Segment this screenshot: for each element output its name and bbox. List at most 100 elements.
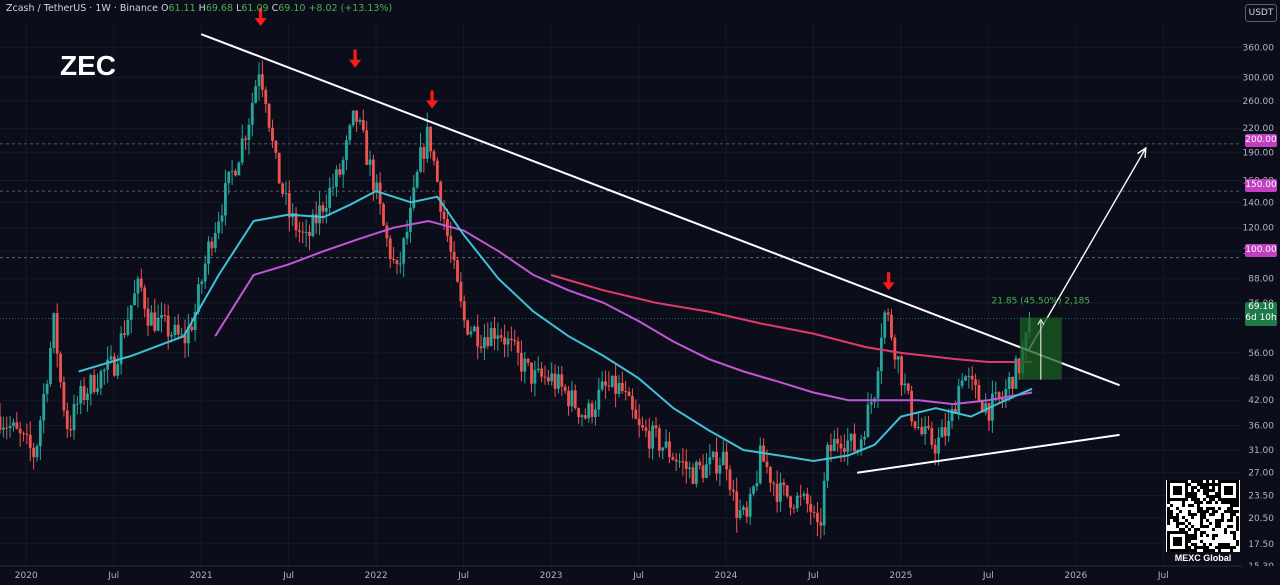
qr-module — [1200, 510, 1203, 513]
candle-body-191 — [641, 425, 644, 428]
qr-module — [1170, 549, 1173, 552]
candle-body-54 — [180, 334, 184, 336]
candle-body-287 — [964, 376, 967, 381]
qr-module — [1212, 489, 1215, 492]
candle-body-55 — [183, 334, 187, 344]
candle-body-138 — [462, 301, 466, 321]
qr-module — [1212, 528, 1215, 531]
price-tick-2: 260.00 — [1243, 97, 1275, 107]
candle-body-161 — [540, 368, 544, 377]
qr-module — [1170, 480, 1173, 483]
price-tick-17: 23.50 — [1248, 492, 1274, 502]
qr-module — [1221, 513, 1224, 516]
candle-body-82 — [274, 140, 278, 153]
measure-label: 21.85 (45.50%) 2,185 — [992, 297, 1091, 307]
qr-module — [1176, 522, 1179, 525]
candle-body-159 — [533, 370, 537, 384]
qr-module — [1230, 489, 1233, 492]
qr-module — [1194, 543, 1197, 546]
candle-body-217 — [728, 469, 732, 490]
qr-module — [1194, 495, 1197, 498]
last-price-tag: 69.10 6d 10h — [1245, 302, 1277, 326]
qr-module — [1209, 513, 1212, 516]
qr-module — [1236, 486, 1239, 489]
qr-module — [1227, 525, 1230, 528]
candle-body-13 — [42, 393, 46, 421]
currency-button[interactable]: USDT — [1245, 4, 1277, 22]
candle-body-85 — [284, 193, 288, 195]
qr-module — [1179, 498, 1182, 501]
drawings-layer[interactable] — [200, 33, 1147, 474]
candle-body-208 — [698, 461, 702, 466]
candle-body-237 — [795, 495, 799, 509]
candle-body-148 — [496, 335, 500, 339]
candle-body-5 — [15, 422, 19, 429]
candle-body-292 — [980, 400, 984, 413]
qr-module — [1197, 504, 1200, 507]
level-tag-100: 100.00 — [1245, 244, 1277, 257]
time-axis[interactable]: 2020 Jul 2021 Jul 2022 Jul 2023 Jul 2024 Jul 2025 J… — [0, 565, 1280, 585]
candle-body-303 — [1017, 358, 1021, 374]
qr-module — [1194, 486, 1197, 489]
qr-module — [1191, 480, 1194, 483]
candle-body-172 — [577, 408, 581, 418]
qr-module — [1206, 492, 1209, 495]
time-tick-1: Jul — [107, 571, 119, 581]
qr-module — [1167, 549, 1170, 552]
qr-module — [1191, 486, 1194, 489]
qr-module — [1221, 519, 1224, 522]
trendline-1 — [857, 433, 1120, 474]
candle-body-74 — [247, 124, 251, 140]
qr-module — [1236, 483, 1239, 486]
candle-body-130 — [435, 160, 439, 182]
qr-module — [1194, 534, 1197, 537]
qr-module — [1206, 480, 1209, 483]
ma-slow-line — [550, 274, 1033, 363]
candle-body-243 — [816, 512, 819, 523]
qr-module — [1203, 489, 1206, 492]
level-tag-200: 200.00 — [1245, 134, 1277, 147]
qr-module — [1179, 522, 1182, 525]
qr-module — [1191, 495, 1194, 498]
qr-module — [1212, 486, 1215, 489]
candle-body-45 — [149, 312, 153, 326]
qr-module — [1185, 489, 1188, 492]
qr-module — [1194, 501, 1197, 504]
qr-module — [1167, 534, 1170, 537]
candle-body-139 — [466, 320, 470, 335]
qr-module — [1185, 540, 1188, 543]
qr-module — [1218, 480, 1221, 483]
qr-module — [1173, 489, 1176, 492]
symbol-watermark: ZEC — [60, 50, 116, 81]
candle-body-125 — [419, 147, 422, 172]
candle-body-251 — [842, 448, 846, 452]
candle-body-280 — [940, 427, 944, 438]
candle-body-232 — [779, 482, 782, 502]
qr-module — [1218, 489, 1221, 492]
qr-module — [1221, 516, 1224, 519]
qr-module — [1203, 549, 1206, 552]
candle-body-202 — [678, 461, 681, 463]
candle-body-277 — [930, 428, 934, 445]
candle-body-52 — [173, 324, 177, 336]
qr-module — [1215, 495, 1218, 498]
candle-body-61 — [203, 263, 207, 282]
candle-body-59 — [197, 284, 200, 312]
qr-module — [1179, 510, 1182, 513]
qr-module — [1218, 522, 1221, 525]
qr-module — [1212, 549, 1215, 552]
qr-module — [1221, 501, 1224, 504]
candle-body-80 — [267, 103, 271, 128]
measure-tool[interactable]: 21.85 (45.50%) 2,185 — [992, 297, 1091, 380]
candle-body-147 — [493, 327, 496, 339]
low-label: L — [236, 3, 242, 14]
candle-body-279 — [937, 437, 940, 454]
candle-body-107 — [358, 120, 362, 122]
qr-module — [1185, 549, 1188, 552]
qr-module — [1176, 537, 1179, 540]
qr-module — [1167, 531, 1170, 534]
price-axis[interactable]: 360.00300.00260.00220.00190.00160.00140.… — [1242, 0, 1280, 585]
qr-module — [1182, 501, 1185, 504]
